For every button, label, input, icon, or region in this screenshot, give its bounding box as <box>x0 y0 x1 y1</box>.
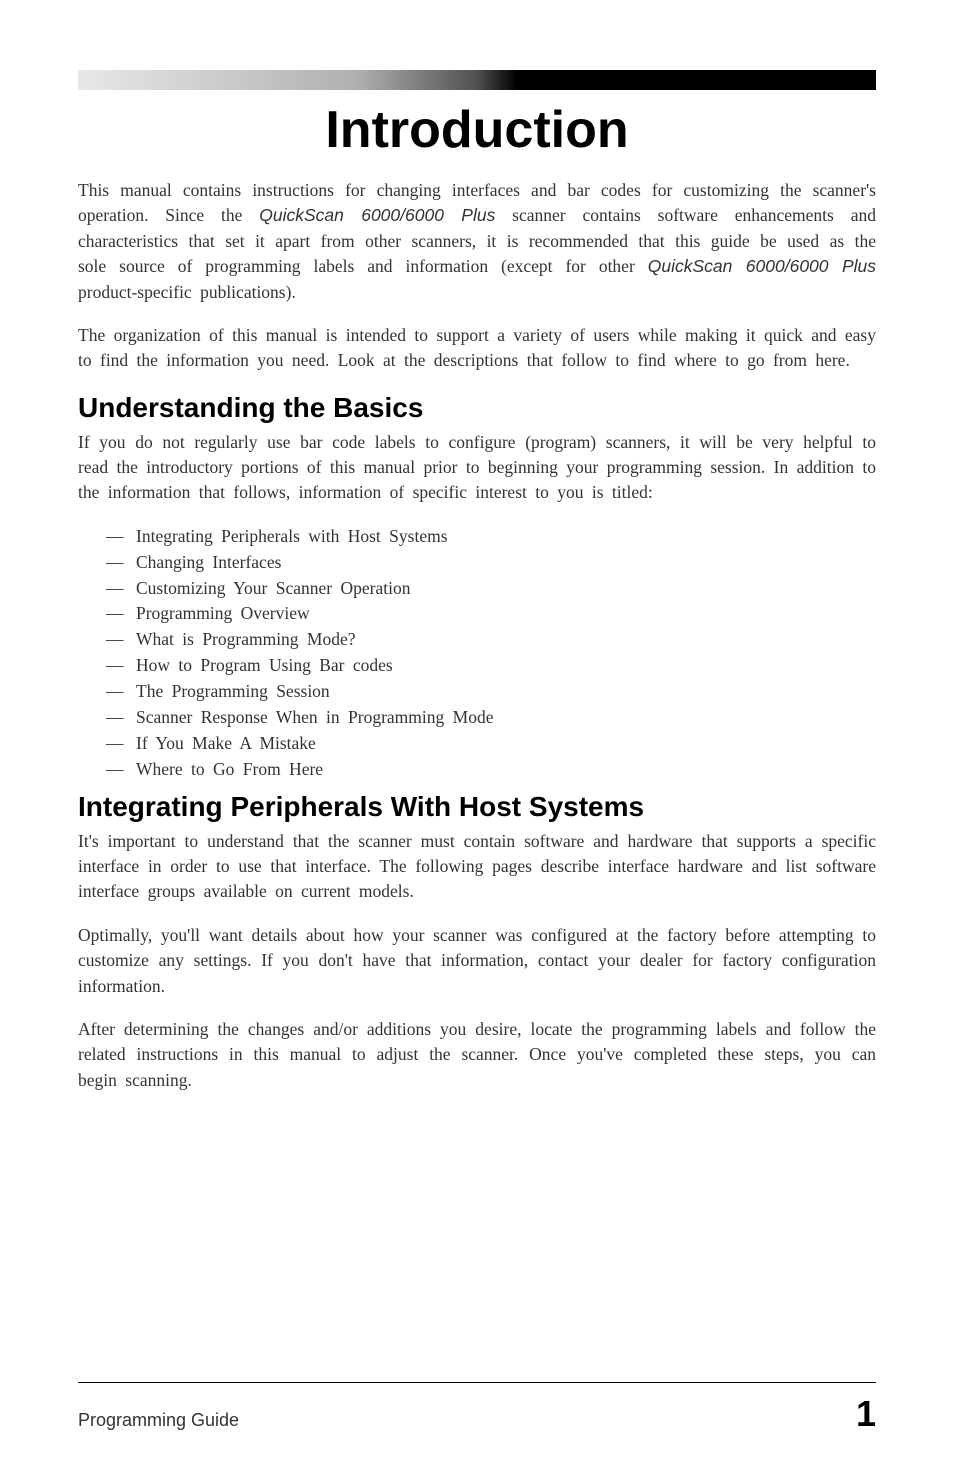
page-title: Introduction <box>78 100 876 160</box>
integrating-paragraph-1: It's important to understand that the sc… <box>78 829 876 905</box>
integrating-paragraph-2: Optimally, you'll want details about how… <box>78 923 876 999</box>
header-gradient-bar <box>78 70 876 90</box>
intro-paragraph-2: The organization of this manual is inten… <box>78 323 876 374</box>
product-name-2: QuickScan 6000/6000 Plus <box>648 256 876 276</box>
list-item: Changing Interfaces <box>136 550 876 576</box>
list-item: Programming Overview <box>136 601 876 627</box>
basics-intro-paragraph: If you do not regularly use bar code lab… <box>78 430 876 506</box>
list-item: How to Program Using Bar codes <box>136 653 876 679</box>
list-item: The Programming Session <box>136 679 876 705</box>
footer-divider <box>78 1382 876 1383</box>
integrating-paragraph-3: After determining the changes and/or add… <box>78 1017 876 1093</box>
topics-list: Integrating Peripherals with Host System… <box>136 524 876 783</box>
intro-paragraph-1: This manual contains instructions for ch… <box>78 178 876 305</box>
footer-content: Programming Guide 1 <box>78 1393 876 1435</box>
product-name-1: QuickScan 6000/6000 Plus <box>259 205 495 225</box>
section-heading-integrating: Integrating Peripherals With Host System… <box>78 791 876 823</box>
list-item: If You Make A Mistake <box>136 731 876 757</box>
list-item: Integrating Peripherals with Host System… <box>136 524 876 550</box>
list-item: Scanner Response When in Programming Mod… <box>136 705 876 731</box>
intro-text-3: product-specific publications). <box>78 282 296 302</box>
footer-guide-label: Programming Guide <box>78 1410 239 1431</box>
section-heading-basics: Understanding the Basics <box>78 392 876 424</box>
list-item: Customizing Your Scanner Operation <box>136 576 876 602</box>
list-item: Where to Go From Here <box>136 757 876 783</box>
page-number: 1 <box>856 1393 876 1435</box>
page-footer: Programming Guide 1 <box>78 1382 876 1435</box>
list-item: What is Programming Mode? <box>136 627 876 653</box>
